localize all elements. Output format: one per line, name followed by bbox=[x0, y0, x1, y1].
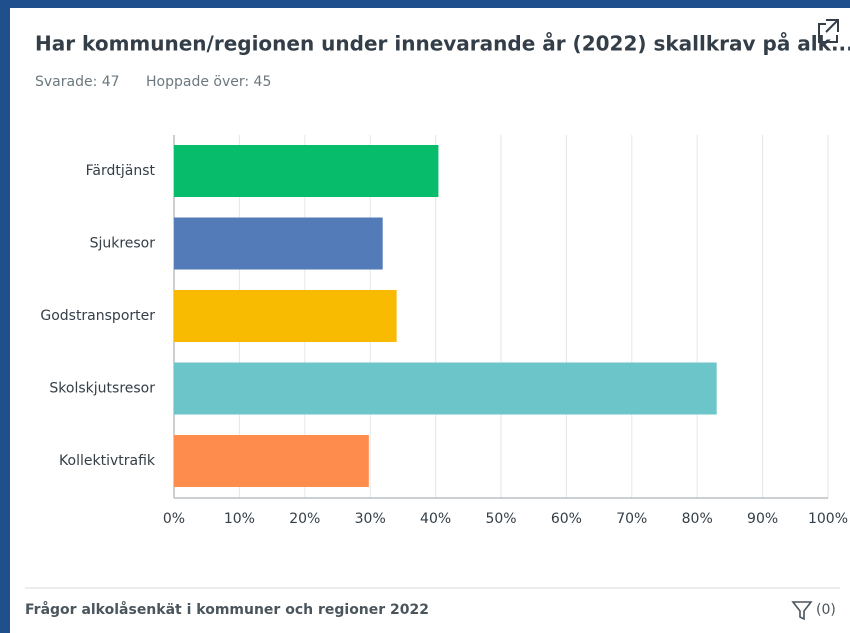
bar bbox=[174, 145, 439, 197]
bar bbox=[174, 290, 397, 342]
y-tick-label: Färdtjänst bbox=[86, 163, 156, 179]
y-tick-label: Godstransporter bbox=[40, 308, 155, 324]
x-tick-label: 0% bbox=[163, 511, 185, 527]
bar bbox=[174, 217, 383, 270]
x-tick-label: 60% bbox=[551, 511, 582, 527]
card bbox=[10, 8, 850, 633]
x-tick-label: 40% bbox=[420, 511, 451, 527]
x-tick-label: 20% bbox=[289, 511, 320, 527]
x-tick-label: 10% bbox=[224, 511, 255, 527]
x-tick-label: 70% bbox=[616, 511, 647, 527]
x-tick-label: 80% bbox=[682, 511, 713, 527]
x-tick-label: 100% bbox=[808, 511, 848, 527]
y-tick-label: Kollektivtrafik bbox=[59, 453, 156, 469]
bar bbox=[174, 362, 717, 415]
footer: Frågor alkolåsenkät i kommuner och regio… bbox=[25, 601, 429, 618]
bar bbox=[174, 435, 369, 487]
open-icon[interactable] bbox=[818, 19, 839, 43]
y-tick-label: Skolskjutsresor bbox=[49, 381, 155, 397]
x-tick-label: 30% bbox=[355, 511, 386, 527]
x-tick-label: 90% bbox=[747, 511, 778, 527]
chart-title: Har kommunen/regionen under innevarande … bbox=[35, 32, 850, 56]
filter-icon[interactable] bbox=[791, 601, 813, 621]
skipped: Hoppade över: 45 bbox=[146, 74, 271, 90]
y-tick-label: Sjukresor bbox=[90, 236, 156, 252]
x-tick-label: 50% bbox=[485, 511, 516, 527]
filter-count[interactable]: (0) bbox=[816, 602, 836, 618]
answered: Svarade: 47 bbox=[35, 74, 120, 90]
